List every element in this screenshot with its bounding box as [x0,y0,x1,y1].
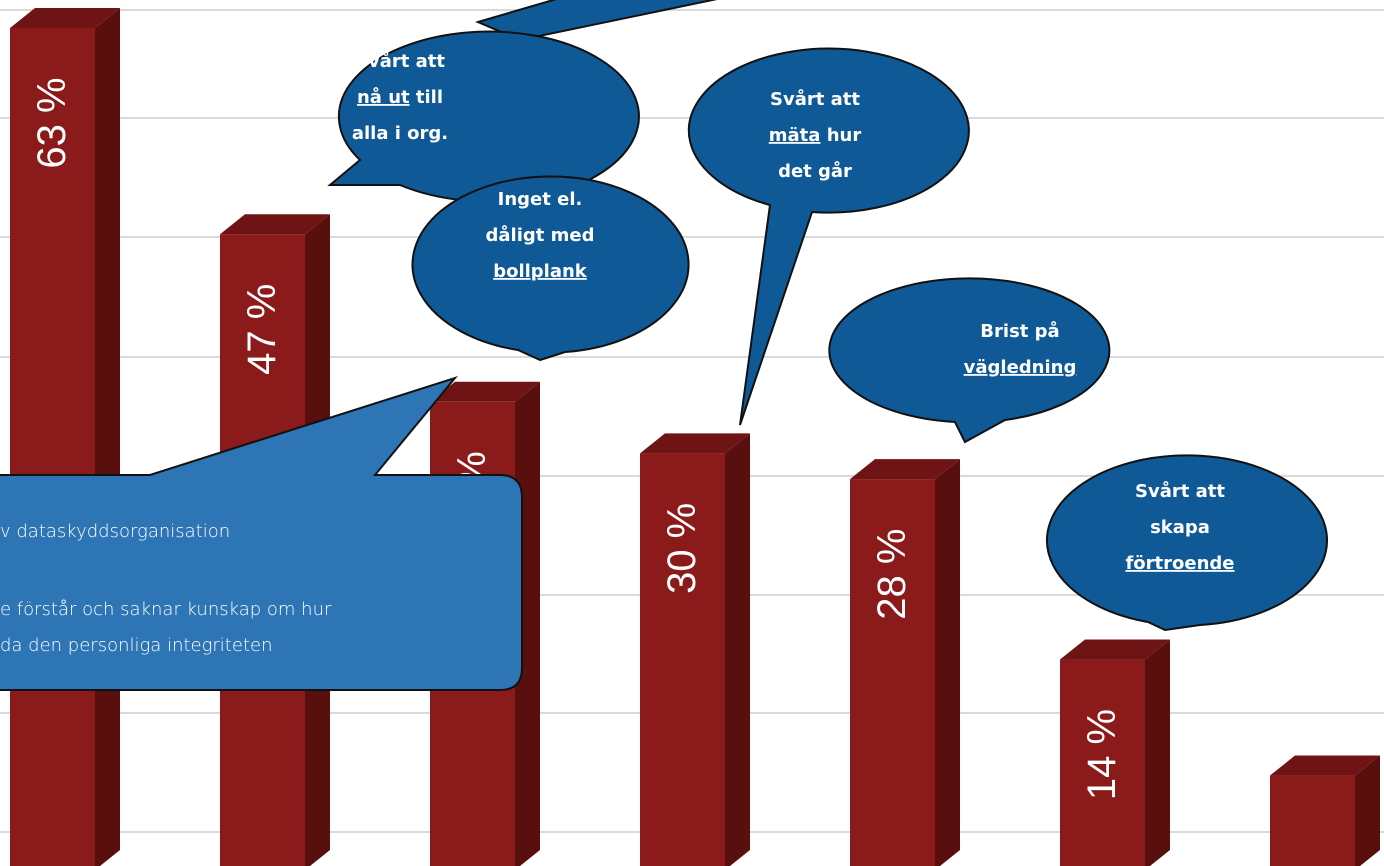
callouts: Svårt att nå ut till alla i org. Svårt att m… [0,0,1329,691]
callout-text: Brist på [980,320,1059,342]
callout-text-part: dåligt med [486,224,595,246]
callout-text: Inget el. [498,189,583,210]
callout-text-part: nå ut [357,86,410,108]
bar-side [95,8,120,866]
callout-text-part: bollplank [493,261,588,282]
bar-top [430,381,540,402]
bar-top [220,214,330,235]
box-text: v dataskyddsorganisation [0,521,230,542]
bar-top [640,433,750,454]
bar-side [935,459,960,866]
value-label: 47 % [240,284,284,375]
callout-text: förtroende [1125,553,1234,574]
value-label: 28 % [870,529,914,620]
callout-1 [687,47,970,426]
bar [1270,775,1355,866]
callout-text: det går [778,160,852,182]
value-label: 30 % [660,503,704,594]
callout-text-part: Inget el. [498,189,583,210]
callout-text: mäta hur [769,125,862,146]
callout-3 [828,277,1111,444]
callout-text: vägledning [964,357,1077,378]
callout-text: Svårt att [1135,480,1225,502]
callout-text-part: alla i org. [352,123,448,144]
callout-4 [1046,454,1329,632]
callout-text-part: till [410,87,443,108]
box-text: da den personliga integriteten [0,635,272,656]
callout-text-part: Svårt att [1135,480,1225,502]
callout-text: skapa [1150,517,1210,538]
callout-text-part: förtroende [1125,553,1234,574]
bar-side [725,433,750,866]
callout-text-part: Svårt att [355,50,445,72]
bar-side [1355,755,1380,866]
bar [10,28,95,866]
callout-2 [411,175,690,362]
bar [1060,659,1145,866]
box-text: e förstår och saknar kunskap om hur [0,599,332,620]
callout-text-part: Svårt att [770,88,860,110]
text-box [0,376,523,691]
callout-text-part: det går [778,160,852,182]
callout-text: alla i org. [352,123,448,144]
callout-text-part: vägledning [964,357,1077,378]
callout-text-part: skapa [1150,517,1210,538]
callout-text: nå ut till [357,86,443,108]
bar-top [1060,639,1170,660]
bar [850,479,935,866]
bar-top [1270,755,1380,776]
callout-text-part: Brist på [980,320,1059,342]
callout-text-part: hur [820,125,861,146]
callout-text: bollplank [493,261,588,282]
callout-text: Svårt att [355,50,445,72]
callout-text-part: mäta [769,125,821,146]
callout-text: Svårt att [770,88,860,110]
callout-text: dåligt med [486,224,595,246]
value-label: 63 % [30,77,74,168]
bar-top [10,8,120,28]
bar-side [1145,639,1170,866]
value-label: 14 % [1080,709,1124,800]
bar-top [850,459,960,480]
bar [640,453,725,866]
